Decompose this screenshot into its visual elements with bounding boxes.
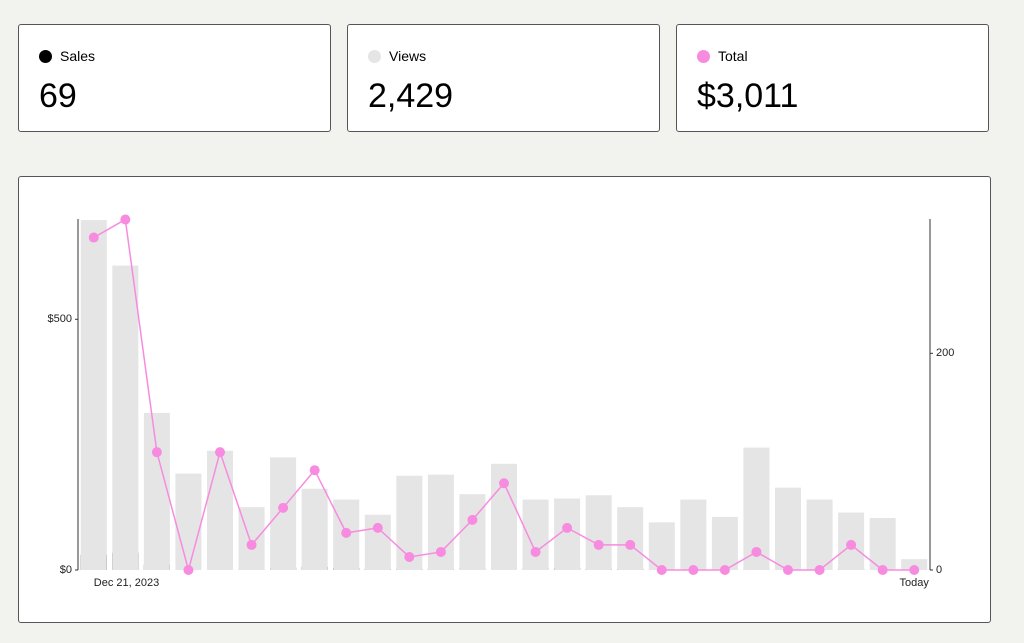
point [846,539,857,550]
bar [143,412,170,570]
stat-card: Total $3,011 [676,24,989,132]
bar [585,495,612,570]
point [783,565,793,575]
bar [270,457,297,570]
card-label: Sales [39,48,95,64]
bar [648,522,675,570]
y-tick-label: $500 [48,313,72,325]
point [814,565,825,575]
bar [301,488,328,570]
point [341,527,352,538]
card-label: Views [368,48,426,64]
point [467,514,478,525]
legend-dot [368,49,381,63]
point [562,522,573,533]
y2-tick-label: 0 [936,564,942,576]
point [435,546,446,557]
x-tick-label: Today [900,577,930,589]
point [151,447,162,458]
point [719,565,730,575]
bar [617,507,644,570]
bar [175,473,202,570]
point [877,565,888,575]
stat-card: Views 2,429 [347,24,660,132]
bar [80,220,107,571]
point [751,546,762,557]
bar [711,516,738,570]
legend-dot [39,49,52,63]
point [120,214,131,225]
x-tick-label: Dec 21, 2023 [94,577,159,589]
point [372,522,383,533]
y-tick-label: $0 [60,564,72,576]
point [530,546,541,557]
legend-entry: Total [718,48,748,64]
y2-tick-label: 200 [936,347,954,359]
point [88,232,99,243]
card-value: 69 [39,77,77,115]
bar [869,518,896,570]
legend-entry: Sales [60,48,96,64]
bar [207,450,233,570]
bar [680,499,707,570]
bar [806,499,833,570]
point [909,565,920,575]
point [656,565,667,575]
bar [112,265,139,570]
bar [775,487,801,570]
card-label: Total [697,48,748,64]
point [215,447,225,458]
point [688,565,699,575]
card-value: 2,429 [368,77,454,115]
bar [522,499,549,570]
point [404,551,415,562]
point [625,539,636,550]
point [499,478,509,489]
point [183,565,194,575]
point [593,539,604,550]
stat-card: Sales 69 [18,24,331,132]
card-value: $3,011 [697,77,799,115]
point [246,539,257,550]
bar [459,494,486,570]
point [278,502,289,513]
point [309,465,320,476]
legend-entry: Views [389,48,427,64]
legend-dot [697,49,710,63]
bar [901,559,928,570]
